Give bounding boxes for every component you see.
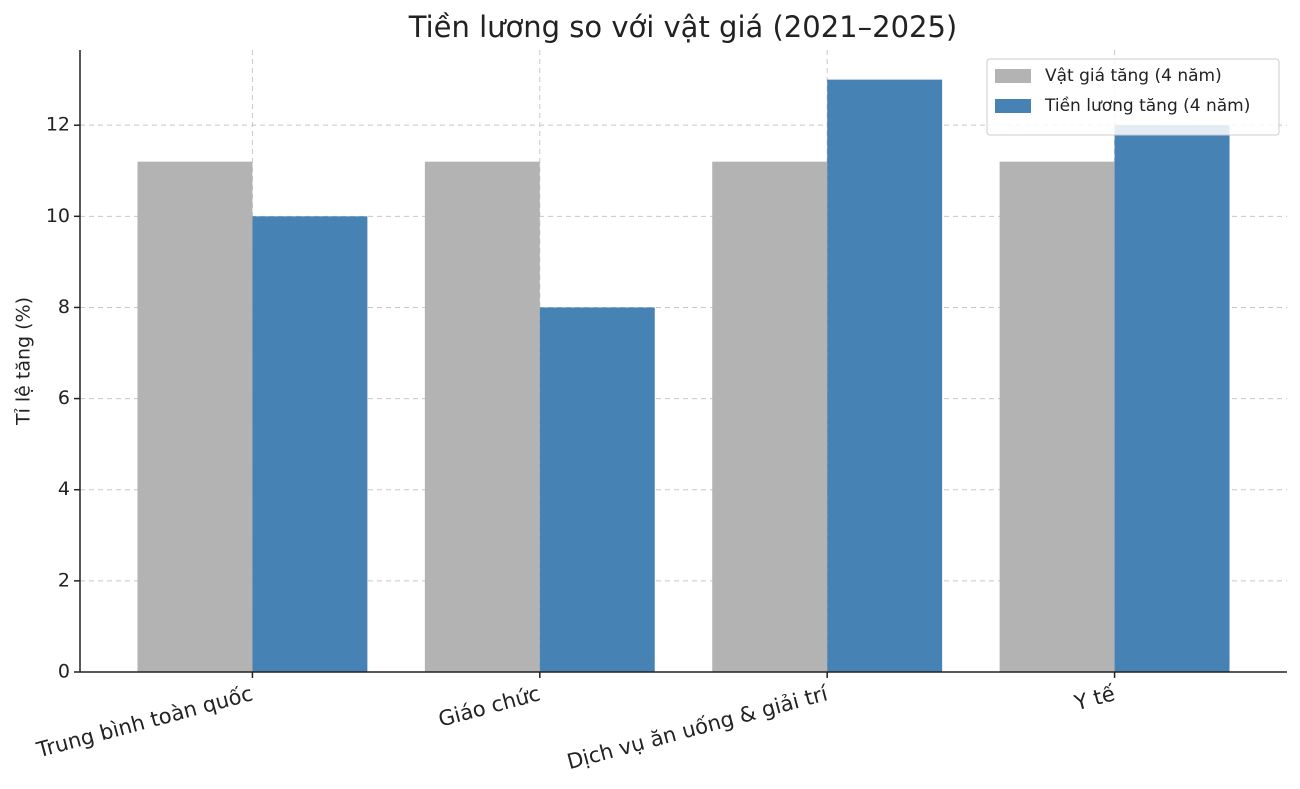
bar: [1114, 125, 1230, 672]
legend-box: [986, 58, 1280, 136]
y-tick-label: 4: [58, 478, 70, 500]
bar: [712, 161, 828, 672]
y-tick-label: 6: [58, 387, 70, 409]
y-axis-label: Tỉ lệ tăng (%): [13, 297, 35, 426]
legend-label: Tiền lương tăng (4 năm): [1044, 95, 1250, 116]
bar: [424, 161, 540, 672]
x-tick-label: Y tế: [1071, 681, 1118, 715]
legend-label: Vật giá tăng (4 năm): [1045, 66, 1222, 86]
y-tick-label: 12: [46, 114, 70, 136]
legend-swatch: [995, 99, 1031, 113]
y-tick-label: 8: [58, 296, 70, 318]
x-tick-label: Giáo chức: [436, 681, 543, 731]
x-tick-label: Trung bình toàn quốc: [33, 681, 255, 762]
y-tick-label: 0: [58, 661, 70, 683]
chart-title: Tiền lương so với vật giá (2021–2025): [408, 10, 957, 44]
y-tick-label: 10: [46, 205, 70, 227]
bar: [539, 307, 655, 672]
legend: Vật giá tăng (4 năm) Tiền lương tăng (4 n…: [986, 58, 1280, 136]
bar: [137, 161, 253, 672]
bar: [252, 216, 368, 673]
y-tick-label: 2: [58, 569, 70, 591]
bar: [827, 79, 943, 673]
legend-swatch: [995, 69, 1031, 83]
bar: [999, 161, 1115, 672]
x-tick-label: Dịch vụ ăn uống & giải trí: [564, 681, 831, 774]
